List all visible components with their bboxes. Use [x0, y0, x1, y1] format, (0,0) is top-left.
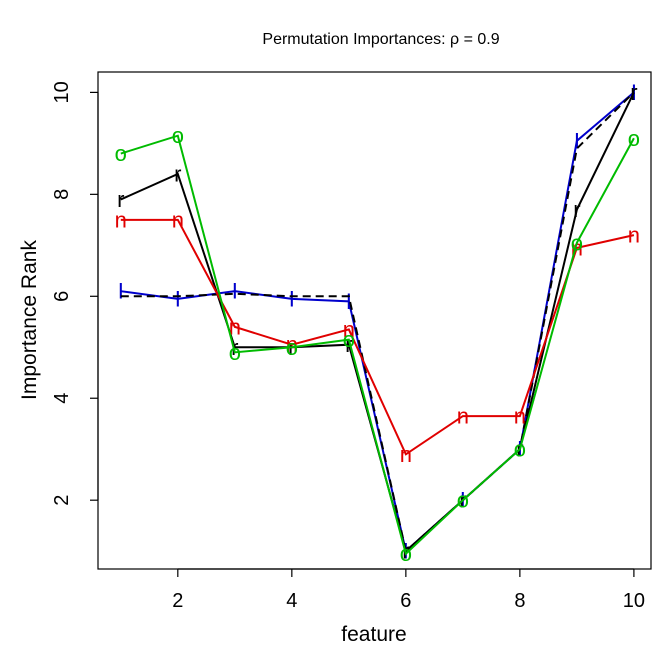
- y-tick-label: 2: [51, 495, 73, 506]
- x-tick-label: 8: [514, 590, 525, 612]
- data-point: n: [628, 223, 640, 248]
- data-point: n: [343, 317, 355, 342]
- data-point: o: [286, 335, 298, 360]
- x-tick-label: 10: [623, 590, 645, 612]
- data-point: o: [400, 541, 412, 566]
- x-tick-label: 2: [172, 590, 183, 612]
- data-point: o: [115, 141, 127, 166]
- data-point: n: [457, 404, 469, 429]
- data-point: r: [117, 187, 124, 212]
- data-point: n: [286, 332, 298, 357]
- data-point: I: [175, 286, 181, 311]
- data-point: n: [514, 404, 526, 429]
- chart-title: Permutation Importances: ρ = 0.9: [262, 31, 499, 48]
- data-point: I: [346, 289, 352, 314]
- data-point: o: [172, 123, 184, 148]
- data-point: r: [573, 197, 580, 222]
- series-line: [120, 91, 635, 553]
- data-point: o: [571, 230, 583, 255]
- data-point: r: [345, 332, 352, 357]
- series-line: [120, 218, 635, 456]
- data-point: I: [118, 279, 124, 304]
- y-tick-label: 10: [51, 81, 73, 103]
- series-line: [120, 91, 635, 554]
- data-point: n: [229, 314, 241, 339]
- axes: 2 4 6 8 10 2 4 6 8 10: [51, 81, 645, 612]
- data-point: o: [514, 437, 526, 462]
- y-tick-label: 6: [51, 291, 73, 302]
- data-point: o: [229, 340, 241, 365]
- x-axis-label: feature: [341, 623, 406, 646]
- y-axis-label: Importance Rank: [18, 240, 41, 400]
- series-line: [120, 134, 635, 556]
- data-point: o: [457, 488, 469, 513]
- data-point: n: [115, 207, 127, 232]
- y-tick-label: 4: [51, 393, 73, 404]
- series-I-dashed: [120, 91, 635, 554]
- data-point: I: [289, 286, 295, 311]
- data-point: o: [628, 126, 640, 151]
- data-point: n: [400, 442, 412, 467]
- series-line: [120, 91, 635, 554]
- data-point: n: [172, 207, 184, 232]
- data-point: o: [343, 327, 355, 352]
- data-point: r: [630, 80, 637, 105]
- data-point: r: [231, 335, 238, 360]
- x-tick-label: 6: [400, 590, 411, 612]
- series-o: o o o o o o o o o o: [115, 123, 640, 566]
- y-tick-label: 8: [51, 189, 73, 200]
- data-point: r: [174, 161, 181, 186]
- data-point: I: [574, 128, 580, 153]
- data-point: I: [232, 279, 238, 304]
- x-tick-label: 4: [286, 590, 297, 612]
